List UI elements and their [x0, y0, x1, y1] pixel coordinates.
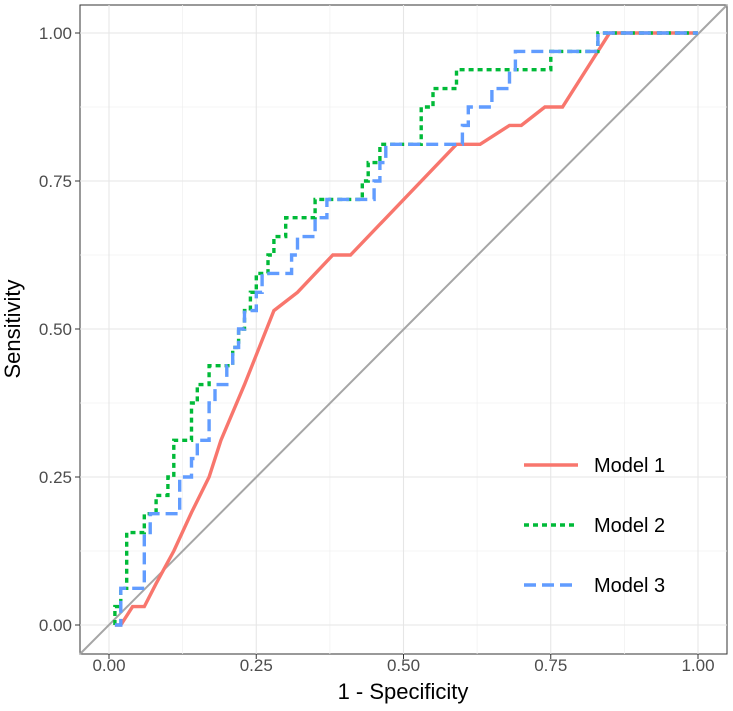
y-tick-label: 1.00 [39, 24, 72, 43]
x-axis-ticks: 0.00 0.25 0.50 0.75 1.00 [92, 654, 715, 675]
diagonal-line [79, 4, 728, 655]
x-tick-label: 0.50 [387, 656, 420, 675]
y-axis-ticks: 0.00 0.25 0.50 0.75 1.00 [39, 24, 80, 635]
y-tick-label: 0.25 [39, 468, 72, 487]
y-tick-label: 0.75 [39, 172, 72, 191]
legend-label-model-1: Model 1 [594, 455, 665, 477]
legend: Model 1 Model 2 Model 3 [524, 455, 665, 597]
reference-diagonal [79, 4, 728, 655]
grid [80, 5, 727, 654]
y-axis-title: Sensitivity [0, 279, 25, 378]
y-tick-label: 0.00 [39, 616, 72, 635]
series-line-model-1 [114, 31, 698, 627]
x-axis-title: 1 - Specificity [338, 679, 469, 704]
legend-label-model-2: Model 2 [594, 515, 665, 537]
x-tick-label: 1.00 [681, 656, 714, 675]
x-tick-label: 0.00 [92, 656, 125, 675]
series-line-model-2 [113, 31, 698, 625]
x-tick-label: 0.25 [240, 656, 273, 675]
legend-label-model-3: Model 3 [594, 575, 665, 597]
series-lines [113, 31, 698, 627]
y-tick-label: 0.50 [39, 320, 72, 339]
series-line-model-3 [114, 31, 698, 627]
x-tick-label: 0.75 [534, 656, 567, 675]
